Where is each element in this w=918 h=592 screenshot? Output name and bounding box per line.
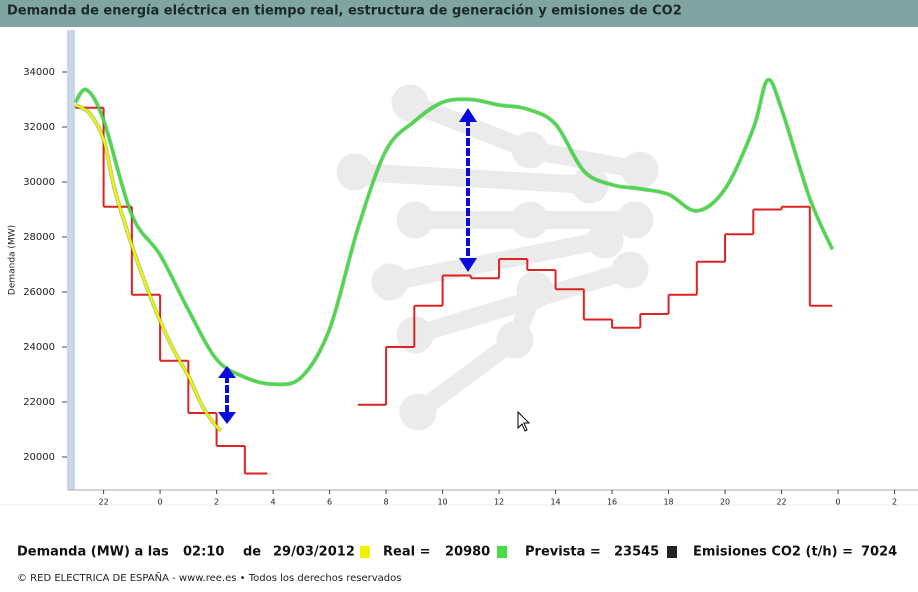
chart-title: Demanda de energía eléctrica en tiempo r… [7,4,682,19]
legend-emisiones: Emisiones CO2 (t/h) = [693,545,853,560]
x-tick-label: 0 [158,498,163,507]
y-tick-label: 22000 [23,397,55,408]
footer: Demanda (MW) a las 02:10 de 29/03/2012 R… [17,545,897,585]
footer-label: Demanda (MW) a las [17,545,169,560]
y-tick-label: 26000 [23,287,55,298]
x-tick-label: 10 [437,498,447,507]
x-tick-label: 2 [214,498,219,507]
emisiones-value: 7024 [861,545,897,560]
y-tick-label: 30000 [23,177,55,188]
legend-swatch [360,546,370,558]
x-tick-label: 0 [836,498,841,507]
x-tick-label: 22 [776,498,786,507]
x-tick-label: 18 [663,498,673,507]
y-tick-label: 34000 [23,67,55,78]
line [74,78,834,386]
x-tick-label: 2 [892,498,897,507]
footer-date: 29/03/2012 [273,545,355,560]
y-tick-label: 28000 [23,232,55,243]
legend-swatch [667,546,677,558]
footer-time: 02:10 [183,545,224,560]
legend-real: Real = [383,545,430,560]
copyright: © RED ELECTRICA DE ESPAÑA - www.ree.es •… [17,571,402,584]
x-tick-label: 4 [271,498,276,507]
x-tick-label: 20 [720,498,730,507]
y-tick-label: 24000 [23,342,55,353]
line [74,103,223,432]
annotation-arrows [225,118,470,415]
x-tick-label: 6 [327,498,332,507]
legend-prevista: Prevista = [525,545,601,560]
title-bar [0,0,918,27]
x-tick-label: 14 [550,498,560,507]
left-strip [67,30,75,490]
legend-swatch [497,546,507,558]
watermark [336,84,659,431]
cursor [517,410,531,432]
arrow-heads [218,108,477,424]
line-outline [74,103,223,432]
prevista-value: 23545 [614,545,659,560]
y-tick-label: 20000 [23,452,55,463]
x-tick-label: 8 [384,498,389,507]
plot: 2000022000240002600028000300003200034000… [23,67,897,507]
real-value: 20980 [445,545,490,560]
x-tick-label: 22 [98,498,108,507]
y-axis-label: Demanda (MW) [8,225,18,295]
x-tick-label: 12 [494,498,504,507]
y-tick-label: 32000 [23,122,55,133]
footer-de: de [243,545,261,560]
x-tick-label: 16 [607,498,617,507]
